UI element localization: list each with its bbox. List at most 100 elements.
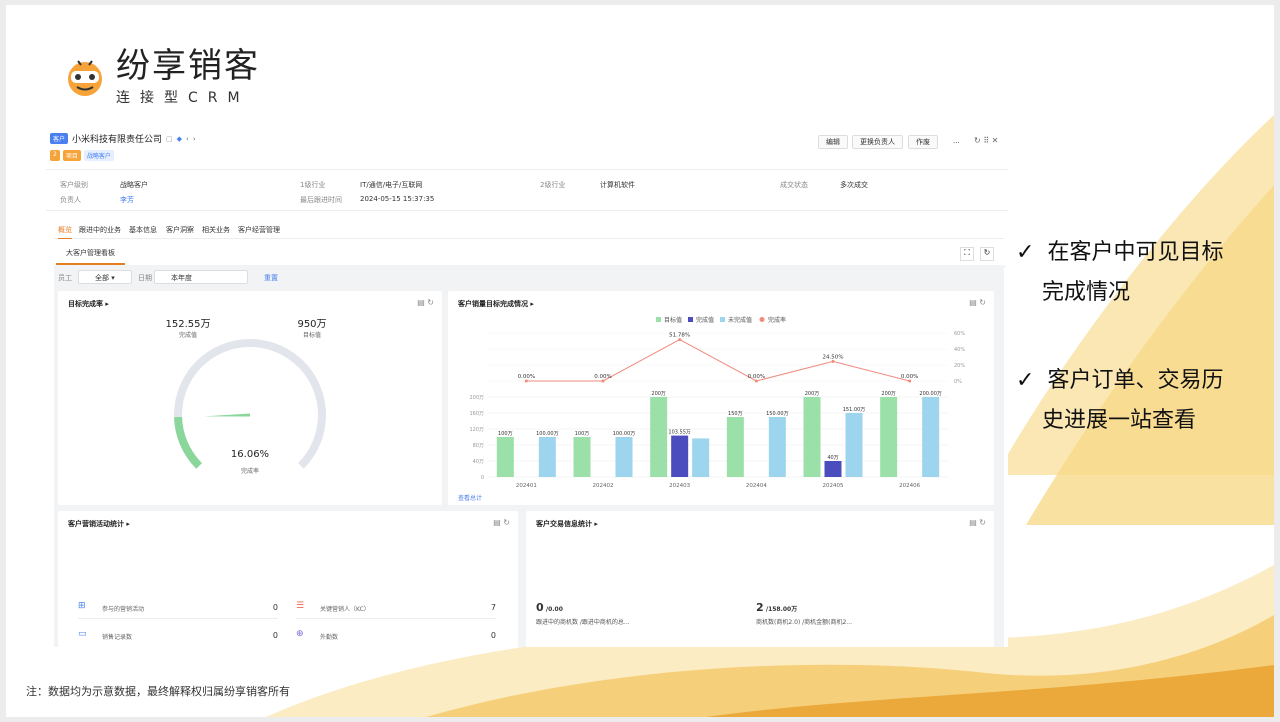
- subtab-dashboard[interactable]: 大客户管理看板: [56, 248, 125, 265]
- legend-label: 完成值: [696, 316, 714, 324]
- bar: [922, 397, 940, 477]
- bar: [615, 437, 633, 477]
- stat-value: 0: [490, 631, 496, 640]
- prev-record-icon[interactable]: ‹: [186, 134, 189, 143]
- bullet-line: 史进展一站查看: [1042, 408, 1197, 433]
- rate-point: [601, 379, 605, 383]
- legend-label: 目标值: [664, 316, 682, 324]
- table-icon[interactable]: ▤: [969, 298, 977, 307]
- tab-overview[interactable]: 概览: [58, 225, 72, 239]
- x-tick-label: 202401: [516, 483, 537, 489]
- check-icon: ✓: [1016, 368, 1035, 393]
- bullet-line: 在客户中可见目标: [1047, 240, 1224, 265]
- bar-label: 103.55万: [668, 430, 691, 436]
- bullet-line: 完成情况: [1042, 280, 1131, 305]
- stat-row: ⊞ 参与的营销活动 0: [78, 601, 278, 619]
- brand-logo: 纷享销客 连接型CRM: [62, 47, 260, 107]
- bar: [538, 437, 556, 477]
- tag-icon[interactable]: ◆: [176, 134, 183, 143]
- rate-point: [754, 379, 758, 383]
- table-icon[interactable]: ▤: [417, 298, 425, 307]
- y2-tick-label: 40%: [954, 347, 965, 353]
- rate-label: 51.78%: [669, 333, 690, 339]
- trade-card-title-text: 客户交易信息统计: [536, 520, 592, 528]
- done-value: 152.55万: [165, 319, 211, 330]
- staff-filter-value: 全部: [95, 274, 109, 282]
- info-label: 成交状态: [780, 181, 808, 189]
- view-total-link[interactable]: 查看总计: [458, 495, 483, 502]
- stat-value: 0: [272, 631, 278, 640]
- bar-label: 200万: [651, 391, 666, 397]
- trade-card-title[interactable]: 客户交易信息统计 ▸: [536, 520, 598, 528]
- info-label: 最后跟进时间: [300, 196, 342, 204]
- rate-label: 0.00%: [748, 374, 765, 380]
- tab-basic-info[interactable]: 基本信息: [129, 226, 157, 234]
- sales-card-title-text: 客户销量目标完成情况: [458, 300, 528, 308]
- refresh-icon[interactable]: ↻: [979, 298, 986, 307]
- tab-following[interactable]: 跟进中的业务: [79, 226, 121, 234]
- refresh-icon[interactable]: ↻: [503, 518, 510, 527]
- tab-related[interactable]: 相关业务: [202, 226, 230, 234]
- refresh-icon[interactable]: ↻: [974, 136, 981, 145]
- bar: [726, 417, 744, 477]
- key-person-icon: ☰: [296, 601, 305, 611]
- stat-row: ☰ 关键营销人（KC） 7: [296, 601, 496, 619]
- staff-filter-select[interactable]: 全部 ▾: [78, 270, 132, 284]
- info-value: 2024-05-15 15:37:35: [360, 195, 435, 203]
- stat-row: ▭ 销售记录数 0: [78, 629, 278, 645]
- decorative-waves: [266, 115, 1274, 717]
- info-label: 2级行业: [540, 181, 566, 189]
- tab-management[interactable]: 客户经营管理: [238, 226, 280, 234]
- grid-icon[interactable]: ⠿: [983, 136, 990, 145]
- legend-swatch: [720, 317, 725, 322]
- refresh-icon[interactable]: ↻: [979, 518, 986, 527]
- table-icon[interactable]: ▤: [493, 518, 501, 527]
- target-label: 目标值: [302, 332, 321, 339]
- check-icon: ✓: [1016, 240, 1035, 265]
- sales-card-title[interactable]: 客户销量目标完成情况 ▸: [458, 300, 534, 308]
- activity-card: 客户营销活动统计 ▸ ▤ ↻ ⊞ 参与的营销活动 0 ☰ 关键营销人（KC） 7…: [58, 511, 518, 647]
- stat-label: 参与的营销活动: [102, 606, 145, 613]
- rate-line: [526, 339, 910, 382]
- close-icon[interactable]: ✕: [991, 136, 999, 145]
- refresh-icon[interactable]: ↻: [427, 298, 434, 307]
- bar: [692, 438, 710, 477]
- goal-card-title[interactable]: 目标完成率 ▸: [68, 300, 109, 308]
- bar-label: 100.00万: [613, 431, 636, 437]
- trade-card: 客户交易信息统计 ▸ ▤ ↻ 0 /0.00 跟进中的商机数 /跟进中商机的总.…: [526, 511, 994, 647]
- rate-label: 0.00%: [594, 374, 611, 380]
- date-filter-select[interactable]: 本年度: [154, 270, 248, 284]
- y-tick-label: 80万: [473, 443, 484, 449]
- bar: [573, 437, 591, 477]
- more-button[interactable]: ...: [953, 137, 960, 145]
- tab-insight[interactable]: 客户洞察: [166, 226, 194, 234]
- gauge-fill: [174, 416, 203, 469]
- x-tick-label: 202404: [746, 483, 767, 489]
- table-icon[interactable]: ▤: [969, 518, 977, 527]
- change-owner-button[interactable]: 更换负责人: [852, 135, 903, 149]
- crm-screenshot: 客户 小米科技有限责任公司 ▢ ◆ ‹ › 2 项目 战略客户 编辑 更换负责人…: [46, 125, 1008, 647]
- info-value: 计算机软件: [600, 181, 635, 189]
- stat-value: 0: [272, 603, 278, 612]
- y2-tick-label: 60%: [954, 331, 965, 337]
- info-label: 1级行业: [300, 181, 326, 189]
- edit-button[interactable]: 编辑: [818, 135, 848, 149]
- refresh-icon[interactable]: ↻: [980, 247, 994, 261]
- stat-row: ⊕ 外勤数 0: [296, 629, 496, 645]
- owner-link[interactable]: 李芳: [120, 196, 134, 204]
- strategy-tag: 战略客户: [83, 150, 114, 161]
- rate-label: 0.00%: [901, 374, 918, 380]
- void-button[interactable]: 作废: [908, 135, 938, 149]
- reset-link[interactable]: 重置: [264, 274, 278, 282]
- activity-card-title[interactable]: 客户营销活动统计 ▸: [68, 520, 130, 528]
- badge-count: 2: [50, 150, 60, 161]
- object-type-tag: 客户: [50, 133, 69, 144]
- next-record-icon[interactable]: ›: [192, 134, 196, 143]
- stat-label: 关键营销人（KC）: [320, 606, 370, 613]
- bar: [496, 437, 514, 477]
- opportunity-label: 跟进中的商机数 /跟进中商机的总...: [536, 619, 630, 626]
- info-label: 客户级别: [60, 181, 88, 189]
- goal-card: 目标完成率 ▸ ▤ ↻ 152.55万 完成值 950万 目标值 16.06% …: [58, 291, 442, 505]
- fullscreen-icon[interactable]: ⛶: [960, 247, 974, 261]
- y2-tick-label: 0%: [954, 379, 962, 385]
